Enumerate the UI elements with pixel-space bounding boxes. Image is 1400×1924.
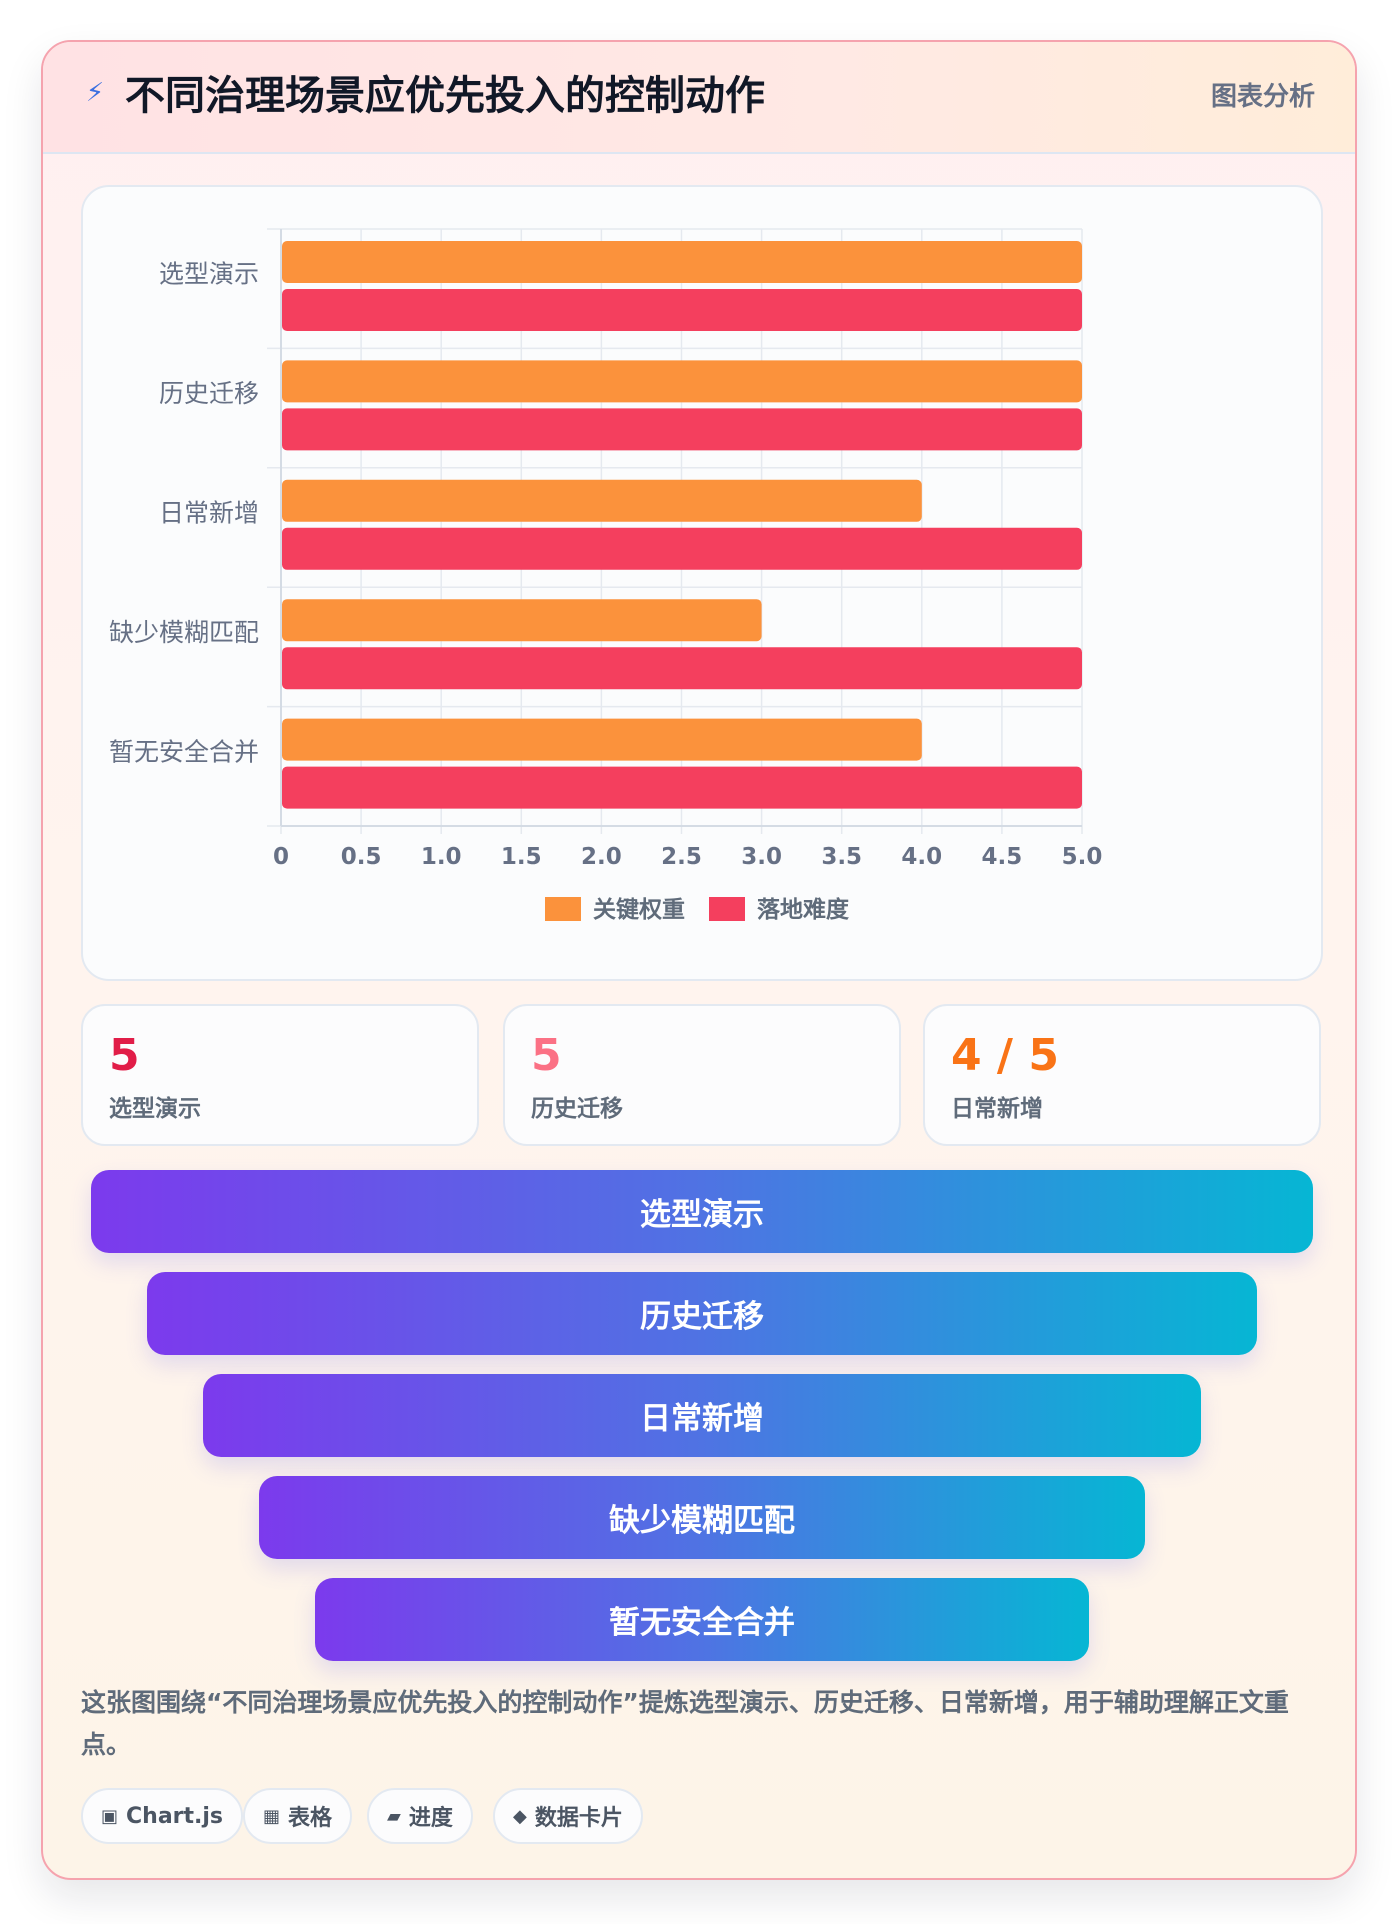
table-icon: ▦: [263, 1805, 281, 1827]
y-category-label: 日常新增: [159, 499, 259, 528]
progress-icon: ▰: [387, 1805, 401, 1827]
x-tick-label: 1.5: [501, 844, 542, 870]
stat-value: 4 / 5: [951, 1030, 1059, 1081]
y-category-label: 缺少模糊匹配: [109, 618, 259, 647]
stat-value: 5: [531, 1030, 562, 1081]
chip-label: 表格: [288, 1806, 333, 1831]
bar-difficulty: [282, 289, 1082, 331]
x-tick-label: 0.5: [341, 844, 382, 870]
chip-chartjs[interactable]: ▣ Chart.js: [81, 1788, 244, 1844]
legend-label: 落地难度: [757, 896, 850, 923]
bolt-icon: ⚡: [85, 78, 105, 108]
y-category-label: 选型演示: [159, 260, 259, 289]
data-card-icon: ◆: [513, 1805, 527, 1827]
bar-chart: 0 0.5 1.0 1.5 2.0 2.5 3.0 3.5 4.0 4.5 5.0 选型演示历史迁移日…: [109, 228, 1103, 923]
x-tick-label: 2.0: [581, 844, 622, 870]
chip-label: 数据卡片: [534, 1806, 623, 1831]
bar-difficulty: [282, 527, 1082, 570]
stat-card-2: 5 历史迁移: [503, 1004, 901, 1146]
x-tick-label: 2.5: [661, 844, 702, 870]
bar-key-weight: [282, 599, 762, 642]
bar-key-weight: [282, 718, 922, 761]
x-tick-label: 4.0: [901, 844, 942, 870]
bar-key-weight: [282, 241, 1082, 283]
bar-difficulty: [282, 766, 1082, 809]
y-category-label: 暂无安全合并: [109, 737, 259, 766]
chip-progress[interactable]: ▰ 进度: [367, 1788, 473, 1844]
chip-data-card[interactable]: ◆ 数据卡片: [493, 1788, 643, 1844]
card-header: ⚡ 不同治理场景应优先投入的控制动作 图表分析: [43, 42, 1355, 154]
chip-label: 进度: [408, 1806, 453, 1831]
funnel-step-4: 缺少模糊匹配: [259, 1476, 1145, 1559]
chip-table[interactable]: ▦ 表格: [243, 1788, 353, 1844]
stat-label: 日常新增: [951, 1096, 1043, 1122]
bar-key-weight: [282, 479, 922, 522]
x-tick-label: 4.5: [982, 844, 1023, 870]
x-tick-label: 0: [273, 844, 289, 870]
stat-label: 选型演示: [109, 1096, 201, 1122]
x-tick-label: 5.0: [1062, 844, 1103, 870]
chart-analysis-tag: 图表分析: [1210, 82, 1315, 112]
chart-description: 这张图围绕“不同治理场景应优先投入的控制动作”提炼选型演示、历史迁移、日常新增，…: [81, 1688, 1289, 1759]
stat-value: 5: [109, 1030, 140, 1081]
card-title: 不同治理场景应优先投入的控制动作: [125, 73, 765, 119]
legend-swatch: [545, 897, 581, 921]
x-tick-label: 3.0: [741, 844, 782, 870]
bar-chart-panel: 0 0.5 1.0 1.5 2.0 2.5 3.0 3.5 4.0 4.5 5.0 选型演示历史迁移日…: [81, 185, 1323, 981]
stat-card-3: 4 / 5 日常新增: [923, 1004, 1321, 1146]
funnel-step-1: 选型演示: [91, 1170, 1313, 1253]
funnel-step-2: 历史迁移: [147, 1272, 1257, 1355]
funnel-step-3: 日常新增: [203, 1374, 1201, 1457]
chart-icon: ▣: [101, 1805, 119, 1827]
legend-label: 关键权重: [593, 896, 685, 923]
y-category-label: 历史迁移: [159, 379, 259, 408]
stat-card-1: 5 选型演示: [81, 1004, 479, 1146]
chart-card: ⚡ 不同治理场景应优先投入的控制动作 图表分析 0 0.5 1.0 1.5 2.0 2.5…: [41, 40, 1357, 1880]
bar-difficulty: [282, 408, 1082, 451]
stat-label: 历史迁移: [531, 1096, 623, 1122]
x-tick-label: 3.5: [821, 844, 862, 870]
bar-key-weight: [282, 360, 1082, 403]
x-tick-label: 1.0: [421, 844, 462, 870]
legend-swatch: [709, 897, 745, 921]
bar-difficulty: [282, 647, 1082, 690]
chip-label: Chart.js: [126, 1803, 224, 1829]
funnel-step-5: 暂无安全合并: [315, 1578, 1089, 1661]
